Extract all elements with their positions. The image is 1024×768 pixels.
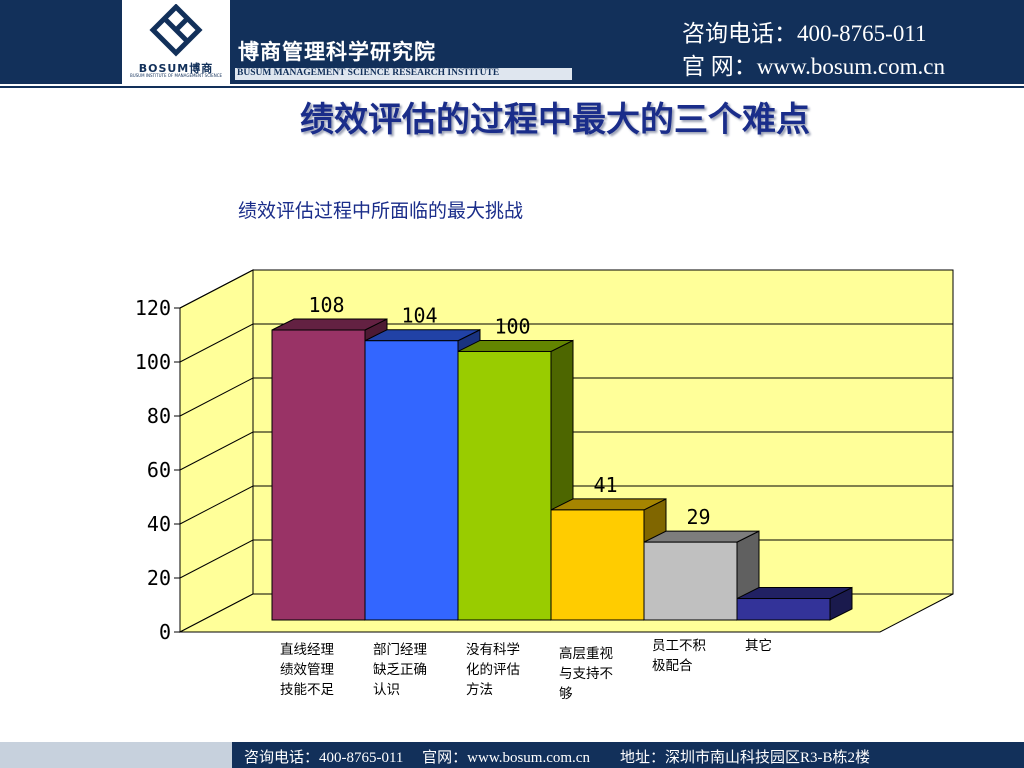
bar: [643, 541, 738, 621]
data-label: 29: [686, 505, 710, 529]
category-label-line: 够: [559, 686, 573, 702]
bar-chart: 0 20 40 60 80 100 120 108 104 100 41 29: [135, 269, 954, 644]
org-name-en: BUSUM MANAGEMENT SCIENCE RESEARCH INSTIT…: [237, 68, 500, 78]
data-label: 108: [308, 293, 344, 317]
category-label-line: 高层重视: [559, 646, 613, 662]
logo-text: BOSUM博商: [138, 62, 214, 75]
y-tick-label: 60: [147, 458, 171, 482]
category-label-line: 没有科学: [466, 642, 520, 658]
contact-phone: 咨询电话：400-8765-011: [682, 21, 927, 46]
category-label-line: 极配合: [652, 658, 693, 674]
data-label: 104: [401, 304, 437, 328]
contact-website[interactable]: 官 网：www.bosum.com.cn: [682, 54, 945, 79]
bar: [550, 509, 645, 621]
category-label-line: 与支持不: [559, 666, 613, 682]
category-label-line: 缺乏正确: [373, 662, 427, 678]
category-label-line: 绩效管理: [280, 662, 334, 678]
footer-accent: [0, 742, 232, 768]
data-label: 41: [593, 473, 617, 497]
logo: BOSUM博商 BUSUM INSTITUTE OF MANAGEMENT SC…: [122, 0, 230, 84]
category-label-line: 其它: [745, 638, 772, 654]
category-label-line: 方法: [466, 682, 493, 698]
y-tick-label: 120: [135, 296, 171, 320]
logo-mark-icon: [149, 4, 203, 57]
gridline: [179, 269, 953, 309]
footer-text: 咨询电话：400-8765-011 官网：www.bosum.com.cn 地址…: [244, 750, 870, 766]
category-label-line: 直线经理: [280, 642, 334, 658]
category-label: 其它: [745, 636, 825, 656]
header-divider: [0, 86, 1024, 88]
y-tick-label: 80: [147, 404, 171, 428]
header-bar: BOSUM博商 BUSUM INSTITUTE OF MANAGEMENT SC…: [0, 0, 1024, 84]
logo-subtext: BUSUM INSTITUTE OF MANAGEMENT SCIENCE: [129, 73, 223, 78]
bar: [736, 598, 831, 621]
category-label-line: 技能不足: [280, 682, 334, 698]
category-label: 部门经理缺乏正确认识: [373, 640, 453, 700]
bar: [457, 350, 552, 621]
gridline: [179, 323, 953, 363]
slide-title: 绩效评估的过程中最大的三个难点: [300, 100, 810, 140]
y-tick-label: 40: [147, 512, 171, 536]
bar: [271, 329, 366, 621]
category-label-line: 部门经理: [373, 642, 427, 658]
category-label-line: 员工不积: [652, 638, 706, 654]
gridline: [179, 485, 953, 525]
chart-title: 绩效评估过程中所面临的最大挑战: [238, 200, 524, 222]
org-name-cn: 博商管理科学研究院: [238, 39, 436, 64]
org-name-en-band: BUSUM MANAGEMENT SCIENCE RESEARCH INSTIT…: [235, 68, 572, 80]
y-tick-label: 100: [135, 350, 171, 374]
data-label: 100: [494, 314, 530, 338]
category-label: 员工不积 极配合: [652, 636, 732, 676]
y-tick-label: 0: [159, 620, 171, 644]
category-label: 没有科学化的评估方法: [466, 640, 546, 700]
y-tick-label: 20: [147, 566, 171, 590]
footer-bar: 咨询电话：400-8765-011 官网：www.bosum.com.cn 地址…: [0, 742, 1024, 768]
category-label-line: 化的评估: [466, 662, 520, 678]
gridline: [179, 377, 953, 417]
gridline: [179, 431, 953, 471]
category-label-line: 认识: [373, 682, 400, 698]
category-label: 高层重视 与支持不够: [559, 644, 639, 704]
category-label: 直线经理绩效管理技能不足: [280, 640, 360, 700]
bar: [364, 340, 459, 621]
